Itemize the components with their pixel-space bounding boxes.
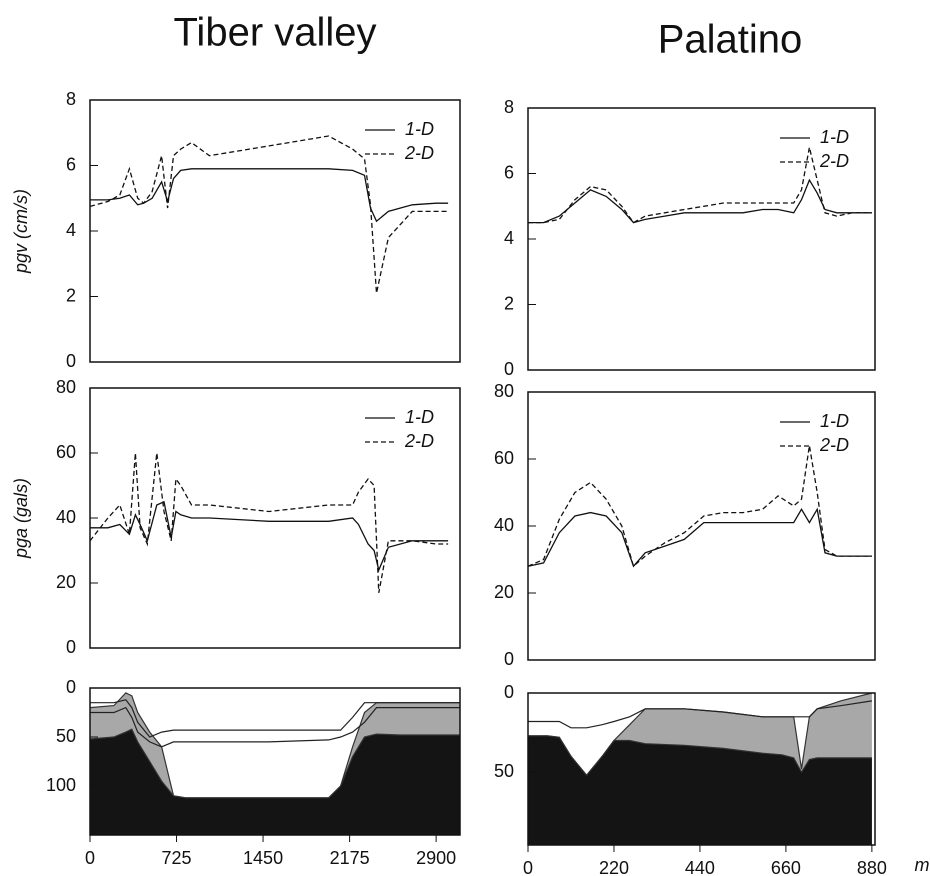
layer-line <box>90 699 460 738</box>
y-tick-label: 50 <box>56 726 76 746</box>
plot-frame <box>89 99 461 363</box>
y-tick-label: 80 <box>56 377 76 397</box>
layer-fill <box>528 735 872 845</box>
y-tick-label: 4 <box>66 220 76 240</box>
series-line <box>527 445 872 568</box>
plot-frame <box>89 687 461 836</box>
x-tick-label: 1450 <box>243 848 283 868</box>
plot-frame <box>89 387 461 649</box>
series-line <box>528 178 872 224</box>
series-line <box>90 168 449 223</box>
legend-label: 1-D <box>820 411 849 431</box>
y-tick-label: 60 <box>494 448 514 468</box>
y-tick-label: 0 <box>66 637 76 657</box>
x-tick-label: 880 <box>857 858 887 876</box>
y-tick-label: 0 <box>504 649 514 669</box>
y-tick-label: 80 <box>494 381 514 401</box>
y-axis-label: pga (gals) <box>11 478 31 559</box>
y-tick-label: 2 <box>504 293 514 313</box>
y-tick-label: 4 <box>504 228 514 248</box>
y-tick-label: 2 <box>66 285 76 305</box>
y-tick-label: 6 <box>504 162 514 182</box>
y-axis-label: pgv (cm/s) <box>11 189 31 274</box>
series-line <box>89 452 449 593</box>
series-line <box>528 147 872 224</box>
y-tick-label: 100 <box>46 775 76 795</box>
layer-fill <box>90 729 460 835</box>
y-tick-label: 40 <box>56 507 76 527</box>
y-tick-label: 0 <box>504 682 514 702</box>
x-tick-label: 440 <box>685 858 715 876</box>
x-tick-label: 2175 <box>330 848 370 868</box>
legend-label: 1-D <box>405 119 434 139</box>
column-title: Tiber valley <box>173 11 376 55</box>
layer-line <box>528 700 872 729</box>
y-tick-label: 6 <box>66 154 76 174</box>
legend-label: 2-D <box>819 151 849 171</box>
x-tick-label: 0 <box>523 858 533 876</box>
y-tick-label: 0 <box>66 677 76 697</box>
y-tick-label: 40 <box>494 515 514 535</box>
layer-boundary <box>89 728 460 799</box>
y-tick-label: 20 <box>494 582 514 602</box>
x-tick-label: 660 <box>771 858 801 876</box>
y-tick-label: 8 <box>504 97 514 117</box>
x-tick-label: 0 <box>85 848 95 868</box>
legend-label: 2-D <box>819 435 849 455</box>
series-line <box>90 500 449 573</box>
x-axis-label: m <box>915 855 930 875</box>
plot-frame <box>527 692 876 846</box>
y-tick-label: 0 <box>66 351 76 371</box>
y-tick-label: 20 <box>56 572 76 592</box>
x-tick-label: 2900 <box>416 848 456 868</box>
legend-label: 1-D <box>820 127 849 147</box>
x-tick-label: 725 <box>162 848 192 868</box>
series-line <box>527 507 872 568</box>
y-tick-label: 50 <box>494 761 514 781</box>
x-tick-label: 220 <box>599 858 629 876</box>
column-title: Palatino <box>658 18 803 62</box>
y-tick-label: 0 <box>504 359 514 379</box>
plot-frame <box>527 107 876 371</box>
layer-boundary <box>528 735 872 777</box>
legend-label: 1-D <box>405 407 434 427</box>
legend-label: 2-D <box>404 431 434 451</box>
y-tick-label: 60 <box>56 442 76 462</box>
plot-frame <box>527 391 876 661</box>
legend-label: 2-D <box>404 143 434 163</box>
series-line <box>89 135 449 294</box>
layer-line <box>90 706 460 748</box>
y-tick-label: 8 <box>66 89 76 109</box>
